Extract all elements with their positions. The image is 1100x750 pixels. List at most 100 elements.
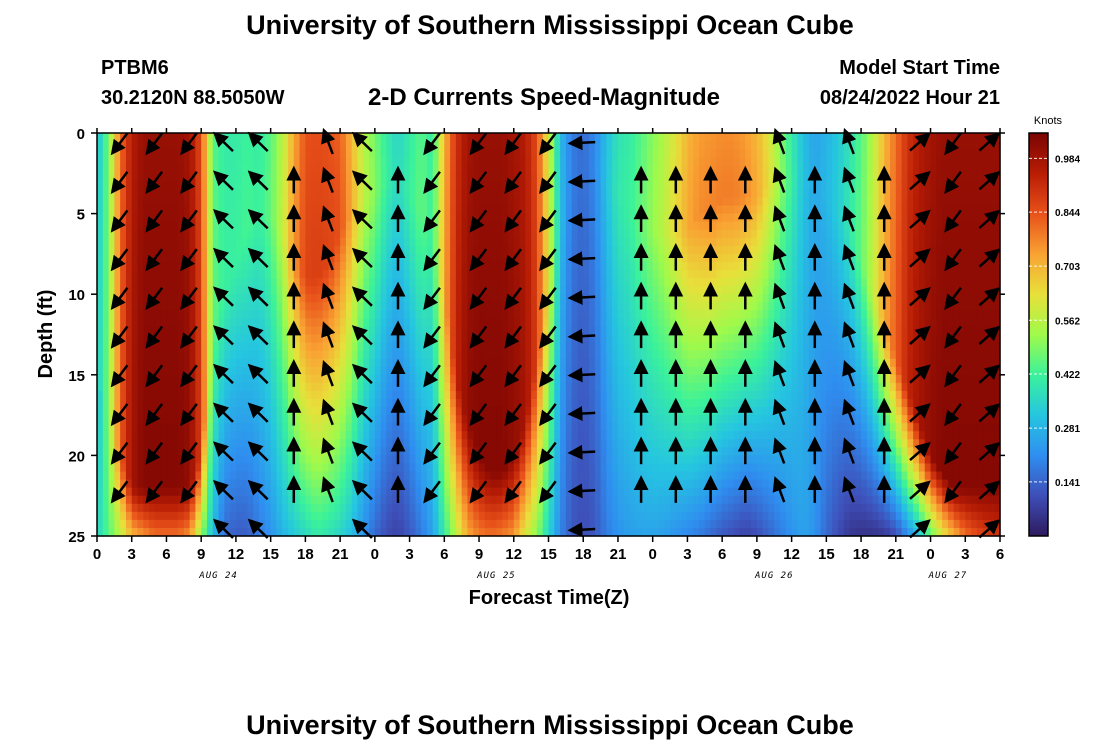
heatmap-cell	[230, 382, 237, 392]
heatmap-cell	[623, 270, 631, 279]
heatmap-cell	[154, 189, 162, 199]
heatmap-cell	[311, 173, 318, 182]
heatmap-cell	[652, 286, 660, 295]
heatmap-cell	[288, 149, 295, 158]
heatmap-cell	[206, 527, 214, 537]
heatmap-cell	[444, 173, 451, 182]
heatmap-cell	[299, 133, 306, 142]
heatmap-cell	[409, 487, 416, 497]
heatmap-cell	[316, 326, 324, 336]
heatmap-cell	[276, 165, 283, 174]
heatmap-cell	[235, 302, 243, 311]
heatmap-cell	[340, 205, 347, 215]
heatmap-cell	[664, 366, 671, 376]
heatmap-cell	[154, 221, 162, 231]
heatmap-cell	[253, 229, 260, 239]
heatmap-cell	[455, 302, 463, 311]
heatmap-cell	[600, 278, 607, 287]
heatmap-cell	[479, 165, 486, 174]
heatmap-cell	[392, 221, 399, 231]
heatmap-cell	[612, 278, 619, 287]
heatmap-cell	[374, 173, 382, 182]
heatmap-cell	[270, 318, 278, 328]
heatmap-cell	[380, 431, 388, 440]
heatmap-cell	[502, 237, 509, 247]
heatmap-cell	[206, 221, 214, 231]
heatmap-cell	[131, 431, 139, 440]
heatmap-cell	[172, 181, 179, 191]
heatmap-cell	[606, 519, 613, 529]
heatmap-cell	[195, 439, 202, 448]
heatmap-cell	[554, 157, 561, 166]
heatmap-cell	[218, 503, 225, 513]
heatmap-cell	[276, 511, 283, 521]
heatmap-cell	[606, 350, 613, 360]
heatmap-cell	[386, 302, 393, 311]
heatmap-cell	[114, 286, 121, 295]
heatmap-cell	[137, 326, 144, 336]
heatmap-cell	[403, 358, 411, 368]
heatmap-cell	[525, 229, 532, 239]
heatmap-cell	[398, 197, 405, 207]
heatmap-cell	[519, 133, 526, 142]
heatmap-cell	[583, 358, 590, 368]
heatmap-cell	[571, 270, 579, 279]
heatmap-cell	[479, 439, 486, 448]
heatmap-cell	[247, 511, 254, 521]
heatmap-cell	[108, 423, 115, 432]
heatmap-cell	[282, 310, 289, 319]
heatmap-cell	[374, 253, 382, 263]
heatmap-cell	[409, 519, 416, 529]
heatmap-cell	[247, 318, 254, 328]
heatmap-cell	[664, 382, 671, 392]
heatmap-cell	[438, 527, 445, 537]
heatmap-cell	[594, 310, 602, 319]
heatmap-cell	[623, 326, 631, 336]
heatmap-cell	[253, 382, 260, 392]
heatmap-cell	[131, 390, 139, 400]
heatmap-cell	[484, 245, 492, 255]
heatmap-cell	[311, 511, 318, 521]
heatmap-cell	[183, 310, 191, 319]
heatmap-cell	[426, 165, 434, 174]
heatmap-cell	[554, 463, 561, 473]
heatmap-cell	[386, 141, 393, 150]
heatmap-cell	[548, 149, 555, 158]
heatmap-cell	[172, 366, 179, 376]
heatmap-cell	[235, 471, 243, 481]
heatmap-cell	[264, 447, 272, 456]
heatmap-cell	[525, 487, 532, 497]
heatmap-cell	[496, 439, 503, 448]
heatmap-cell	[519, 527, 526, 537]
heatmap-cell	[479, 270, 486, 279]
heatmap-cell	[554, 431, 561, 440]
heatmap-cell	[276, 141, 283, 150]
heatmap-cell	[369, 302, 376, 311]
heatmap-cell	[386, 463, 393, 473]
heatmap-cell	[455, 278, 463, 287]
heatmap-cell	[270, 358, 278, 368]
heatmap-cell	[224, 415, 231, 424]
heatmap-cell	[554, 173, 561, 182]
heatmap-cell	[519, 407, 526, 416]
heatmap-cell	[108, 173, 115, 182]
heatmap-cell	[467, 133, 474, 142]
heatmap-cell	[247, 463, 254, 473]
heatmap-cell	[160, 431, 168, 440]
heatmap-cell	[125, 471, 133, 481]
heatmap-cell	[235, 133, 243, 142]
heatmap-cell	[114, 133, 121, 142]
heatmap-cell	[160, 519, 168, 529]
heatmap-cell	[513, 318, 521, 328]
heatmap-cell	[652, 278, 660, 287]
heatmap-cell	[131, 342, 139, 352]
heatmap-cell	[120, 382, 127, 392]
heatmap-cell	[195, 334, 202, 344]
heatmap-cell	[340, 229, 347, 239]
heatmap-cell	[594, 455, 602, 465]
heatmap-cell	[172, 326, 179, 336]
heatmap-cell	[664, 407, 671, 416]
heatmap-cell	[374, 398, 382, 408]
heatmap-cell	[658, 519, 665, 529]
heatmap-cell	[507, 237, 515, 247]
